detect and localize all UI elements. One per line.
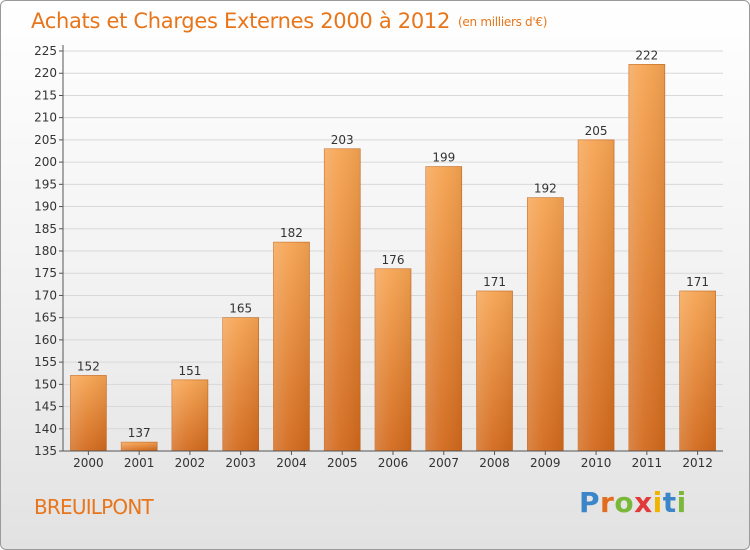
data-label: 192 bbox=[534, 182, 557, 196]
y-tick-label: 160 bbox=[34, 333, 57, 347]
bar-shading bbox=[425, 166, 462, 452]
data-label: 199 bbox=[432, 151, 455, 165]
data-label: 222 bbox=[635, 48, 658, 62]
data-label: 171 bbox=[483, 275, 506, 289]
y-tick-label: 165 bbox=[34, 311, 57, 325]
data-labels: 152 137 151 165 182 203 176 199 171 192 205 222 171 bbox=[77, 48, 709, 440]
bar-shading bbox=[527, 197, 564, 451]
data-label: 176 bbox=[382, 253, 405, 267]
y-tick-label: 215 bbox=[34, 88, 57, 102]
chart-title: Achats et Charges Externes 2000 à 2012 (e… bbox=[31, 9, 547, 33]
x-axis-ticks: 2000 2001 2002 2003 2004 2005 2006 2007 2008 2009… bbox=[73, 451, 713, 470]
x-tick-label: 2000 bbox=[73, 456, 104, 470]
y-tick-label: 220 bbox=[34, 66, 57, 80]
bar-shading bbox=[679, 291, 716, 451]
x-tick-label: 2007 bbox=[428, 456, 459, 470]
logo-letter: i bbox=[676, 486, 687, 519]
x-tick-label: 2011 bbox=[632, 456, 663, 470]
y-tick-label: 170 bbox=[34, 288, 57, 302]
y-tick-label: 200 bbox=[34, 155, 57, 169]
y-tick-label: 185 bbox=[34, 222, 57, 236]
data-label: 151 bbox=[178, 364, 201, 378]
x-tick-label: 2006 bbox=[378, 456, 409, 470]
bar-shading bbox=[578, 139, 615, 451]
axes bbox=[62, 45, 723, 452]
data-label: 205 bbox=[585, 124, 608, 138]
logo-letter: o bbox=[614, 486, 635, 519]
bar-shading bbox=[273, 242, 310, 451]
y-tick-label: 225 bbox=[34, 44, 57, 58]
y-tick-label: 135 bbox=[34, 444, 57, 458]
x-tick-label: 2004 bbox=[276, 456, 307, 470]
y-tick-label: 155 bbox=[34, 355, 57, 369]
bars bbox=[70, 64, 716, 452]
logo-letter: t bbox=[662, 486, 677, 519]
proxiti-logo: Proxiti bbox=[579, 489, 687, 517]
y-tick-label: 180 bbox=[34, 244, 57, 258]
y-tick-label: 210 bbox=[34, 111, 57, 125]
bar-shading bbox=[121, 442, 158, 451]
logo-letter: x bbox=[634, 486, 653, 519]
bar-shading bbox=[628, 64, 665, 452]
data-label: 137 bbox=[128, 426, 151, 440]
x-tick-label: 2005 bbox=[327, 456, 358, 470]
municipality-name: BREUILPONT bbox=[34, 495, 154, 519]
y-tick-label: 145 bbox=[34, 400, 57, 414]
chart-unit-label: (en milliers d'€) bbox=[458, 15, 548, 29]
data-label: 171 bbox=[686, 275, 709, 289]
data-label: 182 bbox=[280, 226, 303, 240]
x-tick-label: 2001 bbox=[124, 456, 155, 470]
y-tick-label: 190 bbox=[34, 200, 57, 214]
y-tick-label: 195 bbox=[34, 177, 57, 191]
data-label: 152 bbox=[77, 359, 100, 373]
bar-shading bbox=[375, 268, 411, 451]
logo-letter: i bbox=[652, 486, 663, 519]
data-label: 165 bbox=[229, 302, 252, 316]
bar-shading bbox=[324, 148, 361, 451]
x-tick-label: 2010 bbox=[581, 456, 612, 470]
bar-shading bbox=[70, 375, 107, 451]
bar-shading bbox=[222, 317, 259, 451]
y-tick-label: 205 bbox=[34, 133, 57, 147]
logo-letter: P bbox=[579, 486, 601, 519]
x-tick-label: 2003 bbox=[225, 456, 256, 470]
x-tick-label: 2008 bbox=[479, 456, 510, 470]
data-label: 203 bbox=[331, 133, 354, 147]
y-tick-label: 175 bbox=[34, 266, 57, 280]
chart-title-text: Achats et Charges Externes 2000 à 2012 bbox=[31, 9, 451, 33]
x-tick-label: 2002 bbox=[175, 456, 206, 470]
bar-shading bbox=[171, 379, 208, 451]
logo-letter: r bbox=[600, 486, 615, 519]
x-tick-label: 2012 bbox=[682, 456, 713, 470]
y-tick-label: 150 bbox=[34, 377, 57, 391]
x-tick-label: 2009 bbox=[530, 456, 561, 470]
bar-shading bbox=[476, 291, 513, 451]
y-axis-ticks: 135 140 145 150 155 160 165 170 175 180 185 190 195 2… bbox=[34, 44, 63, 458]
y-tick-label: 140 bbox=[34, 422, 57, 436]
